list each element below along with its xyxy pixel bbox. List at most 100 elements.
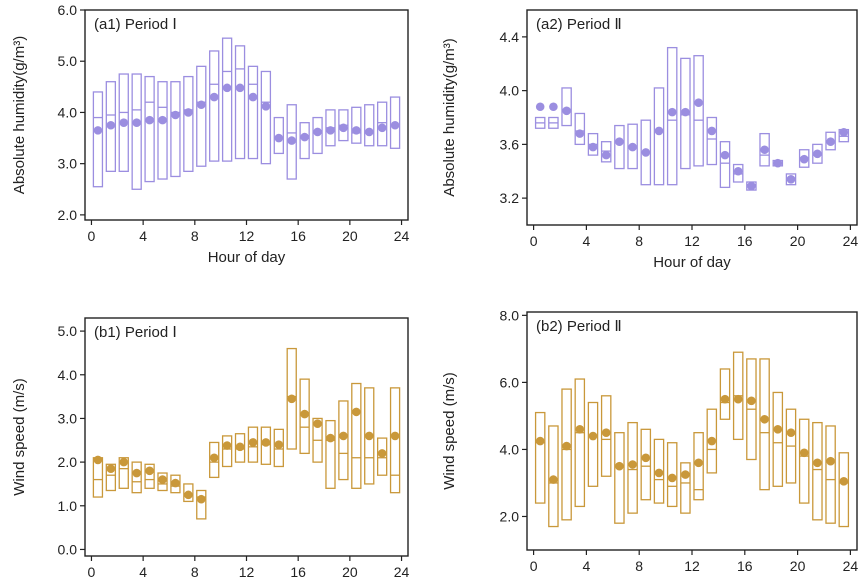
panel-label: (b2) Period Ⅱ <box>536 318 622 335</box>
box-hour-10.5 <box>666 442 678 508</box>
mean-point <box>209 92 219 102</box>
x-tick-label: 12 <box>239 564 255 578</box>
mean-point <box>826 456 835 466</box>
box-hour-1.5 <box>548 425 559 528</box>
box-hour-8.5 <box>196 489 207 520</box>
box-hour-20.5 <box>798 418 810 504</box>
box-hour-13.5 <box>706 116 718 166</box>
box-hour-14.5 <box>273 428 284 468</box>
box-hour-1.5 <box>105 463 117 492</box>
box-hour-11.5 <box>680 462 691 514</box>
box-hour-13.5 <box>260 70 272 165</box>
y-tick-label: 5.0 <box>58 53 78 69</box>
mean-point <box>562 106 571 116</box>
x-tick-label: 16 <box>737 558 753 574</box>
mean-point <box>667 107 677 117</box>
mean-point <box>261 101 271 111</box>
y-tick-label: 1.0 <box>58 498 78 514</box>
box-hour-9.5 <box>209 441 220 479</box>
mean-point <box>562 441 571 451</box>
box-hour-6.5 <box>170 81 181 178</box>
box-hour-13.5 <box>706 408 718 474</box>
mean-point <box>339 431 348 441</box>
mean-point <box>171 110 180 120</box>
mean-point <box>93 126 103 135</box>
mean-point <box>326 126 335 135</box>
x-tick-label: 12 <box>239 228 255 244</box>
y-tick-label: 3.6 <box>500 136 520 152</box>
box-hour-14.5 <box>719 141 731 189</box>
box-hour-5.5 <box>157 81 168 180</box>
box-hour-3.5 <box>574 112 586 146</box>
mean-point <box>235 83 245 93</box>
box-hour-10.5 <box>666 46 678 186</box>
mean-point <box>222 83 232 93</box>
box-hour-6.5 <box>170 474 181 494</box>
box-hour-22.5 <box>825 131 836 151</box>
x-tick-label: 20 <box>342 564 358 578</box>
mean-point <box>158 115 167 125</box>
y-tick-label: 4.0 <box>58 104 78 120</box>
y-tick-label: 2.0 <box>500 508 520 524</box>
box-hour-12.5 <box>693 55 704 167</box>
mean-point <box>196 100 206 110</box>
mean-point <box>654 126 664 136</box>
mean-point <box>364 431 374 441</box>
box-hour-3.5 <box>131 73 142 190</box>
y-tick-label: 6.0 <box>500 374 520 390</box>
plot-frame <box>84 9 409 221</box>
mean-point <box>839 127 849 137</box>
y-tick-label: 3.0 <box>58 410 78 426</box>
mean-point <box>390 431 400 441</box>
box-hour-15.5 <box>286 104 297 180</box>
mean-point <box>261 438 271 447</box>
mean-point <box>641 148 651 157</box>
mean-point <box>287 136 297 145</box>
mean-point <box>535 436 545 446</box>
chart-panel-2: 0 4 8 12 16 20 24 3.2 3.6 4.0 4.4 Hour of day Absolu… <box>441 9 858 271</box>
box-hour-8.5 <box>196 65 207 167</box>
x-axis-title: Hour of day <box>208 249 286 266</box>
mean-point <box>300 132 309 142</box>
mean-point <box>132 118 141 127</box>
mean-point <box>839 476 849 486</box>
box-hour-9.5 <box>653 87 665 186</box>
mean-point <box>733 166 743 176</box>
mean-point <box>364 127 374 137</box>
mean-point <box>681 107 690 117</box>
box-hour-12.5 <box>247 65 259 160</box>
mean-point <box>575 129 585 138</box>
x-tick-label: 4 <box>139 228 147 244</box>
mean-point <box>535 102 545 112</box>
box-hour-20.5 <box>351 382 362 489</box>
y-axis-title: Absolute humidity(g/m³) <box>441 38 458 196</box>
mean-point <box>813 149 822 159</box>
mean-point <box>799 448 809 458</box>
y-tick-label: 4.0 <box>500 83 520 99</box>
mean-point <box>235 442 245 452</box>
box-hour-6.5 <box>614 432 625 524</box>
y-tick-label: 6.0 <box>58 2 78 18</box>
box-hour-1.5 <box>105 81 117 172</box>
mean-point <box>826 137 835 146</box>
box-hour-4.5 <box>144 75 155 183</box>
mean-point <box>707 126 717 136</box>
mean-point <box>575 425 585 434</box>
box-hour-15.5 <box>732 163 744 183</box>
box-hour-19.5 <box>338 400 349 481</box>
box-hour-0.5 <box>534 411 546 504</box>
mean-point <box>184 108 193 117</box>
plot-frame <box>526 9 858 226</box>
box-hour-3.5 <box>574 378 586 508</box>
y-tick-label: 5.0 <box>58 323 78 339</box>
mean-point <box>145 466 154 476</box>
mean-point <box>694 98 703 108</box>
box-hour-20.5 <box>798 149 810 168</box>
box-hour-4.5 <box>587 401 599 487</box>
box-hour-23.5 <box>389 96 401 149</box>
mean-point <box>196 494 206 504</box>
box-hour-16.5 <box>299 122 310 160</box>
x-tick-label: 8 <box>191 228 199 244</box>
panel-label: (a1) Period Ⅰ <box>94 16 177 33</box>
